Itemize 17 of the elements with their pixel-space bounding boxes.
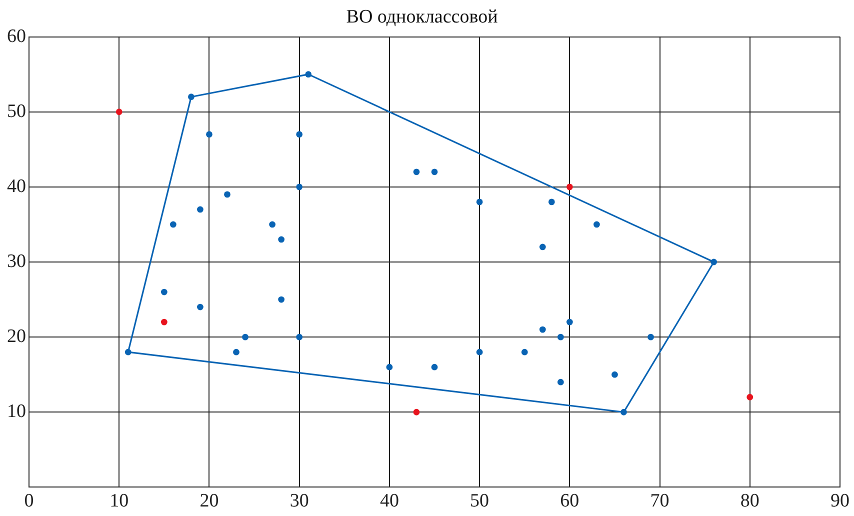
y-tick-label: 10: [7, 401, 26, 422]
x-tick-label: 40: [380, 490, 399, 512]
y-tick-label: 50: [7, 100, 26, 122]
y-tick-label: 20: [7, 326, 26, 348]
x-tick-label: 80: [740, 490, 760, 512]
chart-title: ВО одноклассовой: [346, 6, 498, 28]
x-tick-label: 90: [830, 490, 850, 512]
x-tick-label: 50: [470, 490, 490, 512]
x-tick-label: 0: [24, 490, 34, 512]
x-tick-label: 60: [560, 490, 580, 512]
x-tick-label: 30: [290, 490, 309, 512]
x-tick-label: 70: [650, 490, 670, 512]
x-tick-label: 20: [200, 490, 219, 512]
y-tick-label: 40: [7, 176, 26, 197]
y-tick-label: 30: [7, 250, 26, 272]
y-tick-label: 60: [7, 26, 26, 47]
x-tick-label: 10: [110, 490, 129, 512]
